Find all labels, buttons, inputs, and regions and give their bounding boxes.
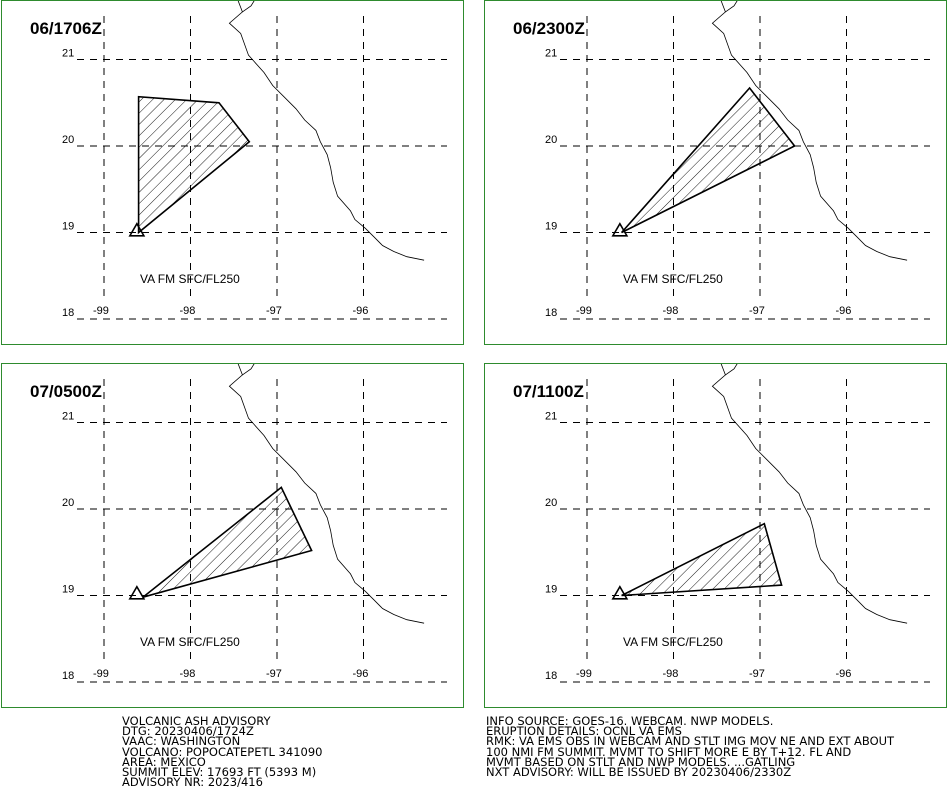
lon-tick-label: -96: [353, 668, 369, 680]
lat-lon-grid: [560, 379, 930, 683]
lon-tick-label: -98: [180, 668, 196, 680]
lon-tick-label: -97: [749, 305, 765, 317]
lon-tick-label: -98: [180, 305, 196, 317]
panel-3: 21 20 19 18 -99 -98 -97 -96 07/0500Z VA FM SFC/…: [1, 363, 464, 708]
lat-tick-label: 21: [62, 411, 74, 423]
lon-tick-label: -96: [836, 305, 852, 317]
coastline: [721, 364, 738, 376]
advisory-header-block: VOLCANIC ASH ADVISORY DTG: 20230406/1724…: [122, 714, 323, 790]
lon-tick-label: -98: [663, 305, 679, 317]
lat-tick-label: 18: [545, 307, 557, 319]
lon-tick-label: -96: [836, 668, 852, 680]
coastline: [721, 1, 738, 13]
volcano-icon: [128, 585, 146, 600]
panel-time-title: 07/1100Z: [513, 382, 584, 401]
ash-cloud-polygon: [137, 95, 251, 235]
lon-tick-label: -99: [93, 305, 109, 317]
lon-tick-label: -98: [663, 668, 679, 680]
ash-cloud-polygon: [621, 86, 796, 234]
coastline: [238, 1, 255, 13]
ash-map: 21 20 19 18 -99 -98 -97 -96: [545, 364, 930, 683]
lat-lon-grid: [77, 16, 447, 320]
lat-tick-label: 18: [62, 307, 74, 319]
lon-tick-label: -97: [749, 668, 765, 680]
lat-tick-label: 19: [545, 584, 557, 596]
advisory-line: SUMMIT ELEV: 17693 FT (5393 M): [122, 765, 317, 780]
lat-tick-label: 21: [62, 48, 74, 60]
lat-tick-label: 19: [545, 221, 557, 233]
lon-tick-label: -99: [576, 668, 592, 680]
panel-4: 21 20 19 18 -99 -98 -97 -96 07/1100Z VA FM SFC/…: [484, 363, 947, 708]
advisory-line: VAAC: WASHINGTON: [122, 734, 241, 749]
volcano-icon: [611, 222, 629, 237]
panel-time-title: 06/1706Z: [30, 19, 102, 38]
ash-map: 21 20 19 18 -99 -98 -97 -96: [62, 364, 447, 683]
coastline: [228, 1, 425, 261]
advisory-line: VOLCANO: POPOCATEPETL 341090: [122, 744, 323, 759]
advisory-line: DTG: 20230406/1724Z: [122, 724, 254, 739]
advisory-remarks-block: INFO SOURCE: GOES-16. WEBCAM. NWP MODELS…: [486, 714, 895, 780]
remarks-line: ERUPTION DETAILS: OCNL VA EMS: [486, 724, 682, 739]
remarks-line: NXT ADVISORY: WILL BE ISSUED BY 20230406…: [486, 765, 792, 780]
va-level-label: VA FM SFC/FL250: [623, 272, 723, 286]
remarks-line: 100 NMI FM SUMMIT. MVMT TO SHIFT MORE E …: [486, 744, 852, 759]
lon-tick-label: -99: [576, 305, 592, 317]
lon-tick-label: -99: [93, 668, 109, 680]
lat-tick-label: 21: [545, 411, 557, 423]
ash-map: 21 20 19 18 -99 -98 -97 -96: [545, 1, 930, 320]
advisory-line: VOLCANIC ASH ADVISORY: [122, 714, 271, 728]
coastline: [711, 1, 908, 261]
lat-tick-label: 19: [62, 221, 74, 233]
lon-tick-label: -96: [353, 305, 369, 317]
lon-tick-label: -97: [266, 668, 282, 680]
remarks-line: INFO SOURCE: GOES-16. WEBCAM. NWP MODELS…: [486, 714, 774, 728]
lat-tick-label: 21: [545, 48, 557, 60]
coastline: [228, 364, 425, 624]
volcano-icon: [611, 585, 629, 600]
advisory-line: AREA: MEXICO: [122, 754, 206, 769]
panel-2: 21 20 19 18 -99 -98 -97 -96 06/2300Z VA FM SFC/…: [484, 0, 947, 345]
panel-time-title: 07/0500Z: [30, 382, 102, 401]
va-level-label: VA FM SFC/FL250: [140, 635, 240, 649]
ash-cloud-polygon: [142, 486, 313, 598]
lon-tick-label: -97: [266, 305, 282, 317]
va-level-label: VA FM SFC/FL250: [623, 635, 723, 649]
coastline: [238, 364, 255, 376]
coastline: [711, 364, 908, 624]
remarks-line: RMK: VA EMS OBS IN WEBCAM AND STLT IMG M…: [486, 734, 895, 749]
volcano-icon: [128, 222, 146, 237]
panel-time-title: 06/2300Z: [513, 19, 585, 38]
lat-tick-label: 18: [62, 670, 74, 682]
panel-1: 21 20 19 18 -99 -98 -97 -96 06/1706Z VA FM SFC/…: [1, 0, 464, 345]
ash-cloud-polygon: [621, 522, 783, 597]
lat-tick-label: 20: [62, 134, 74, 146]
lat-tick-label: 20: [545, 497, 557, 509]
advisory-line: ADVISORY NR: 2023/416: [122, 775, 263, 790]
lat-tick-label: 18: [545, 670, 557, 682]
lat-tick-label: 20: [545, 134, 557, 146]
lat-tick-label: 20: [62, 497, 74, 509]
remarks-line: MVMT BASED ON STLT AND NWP MODELS. ...GA…: [486, 754, 796, 769]
ash-map: 21 20 19 18 -99 -98 -97 -96: [62, 1, 447, 320]
va-level-label: VA FM SFC/FL250: [140, 272, 240, 286]
lat-tick-label: 19: [62, 584, 74, 596]
